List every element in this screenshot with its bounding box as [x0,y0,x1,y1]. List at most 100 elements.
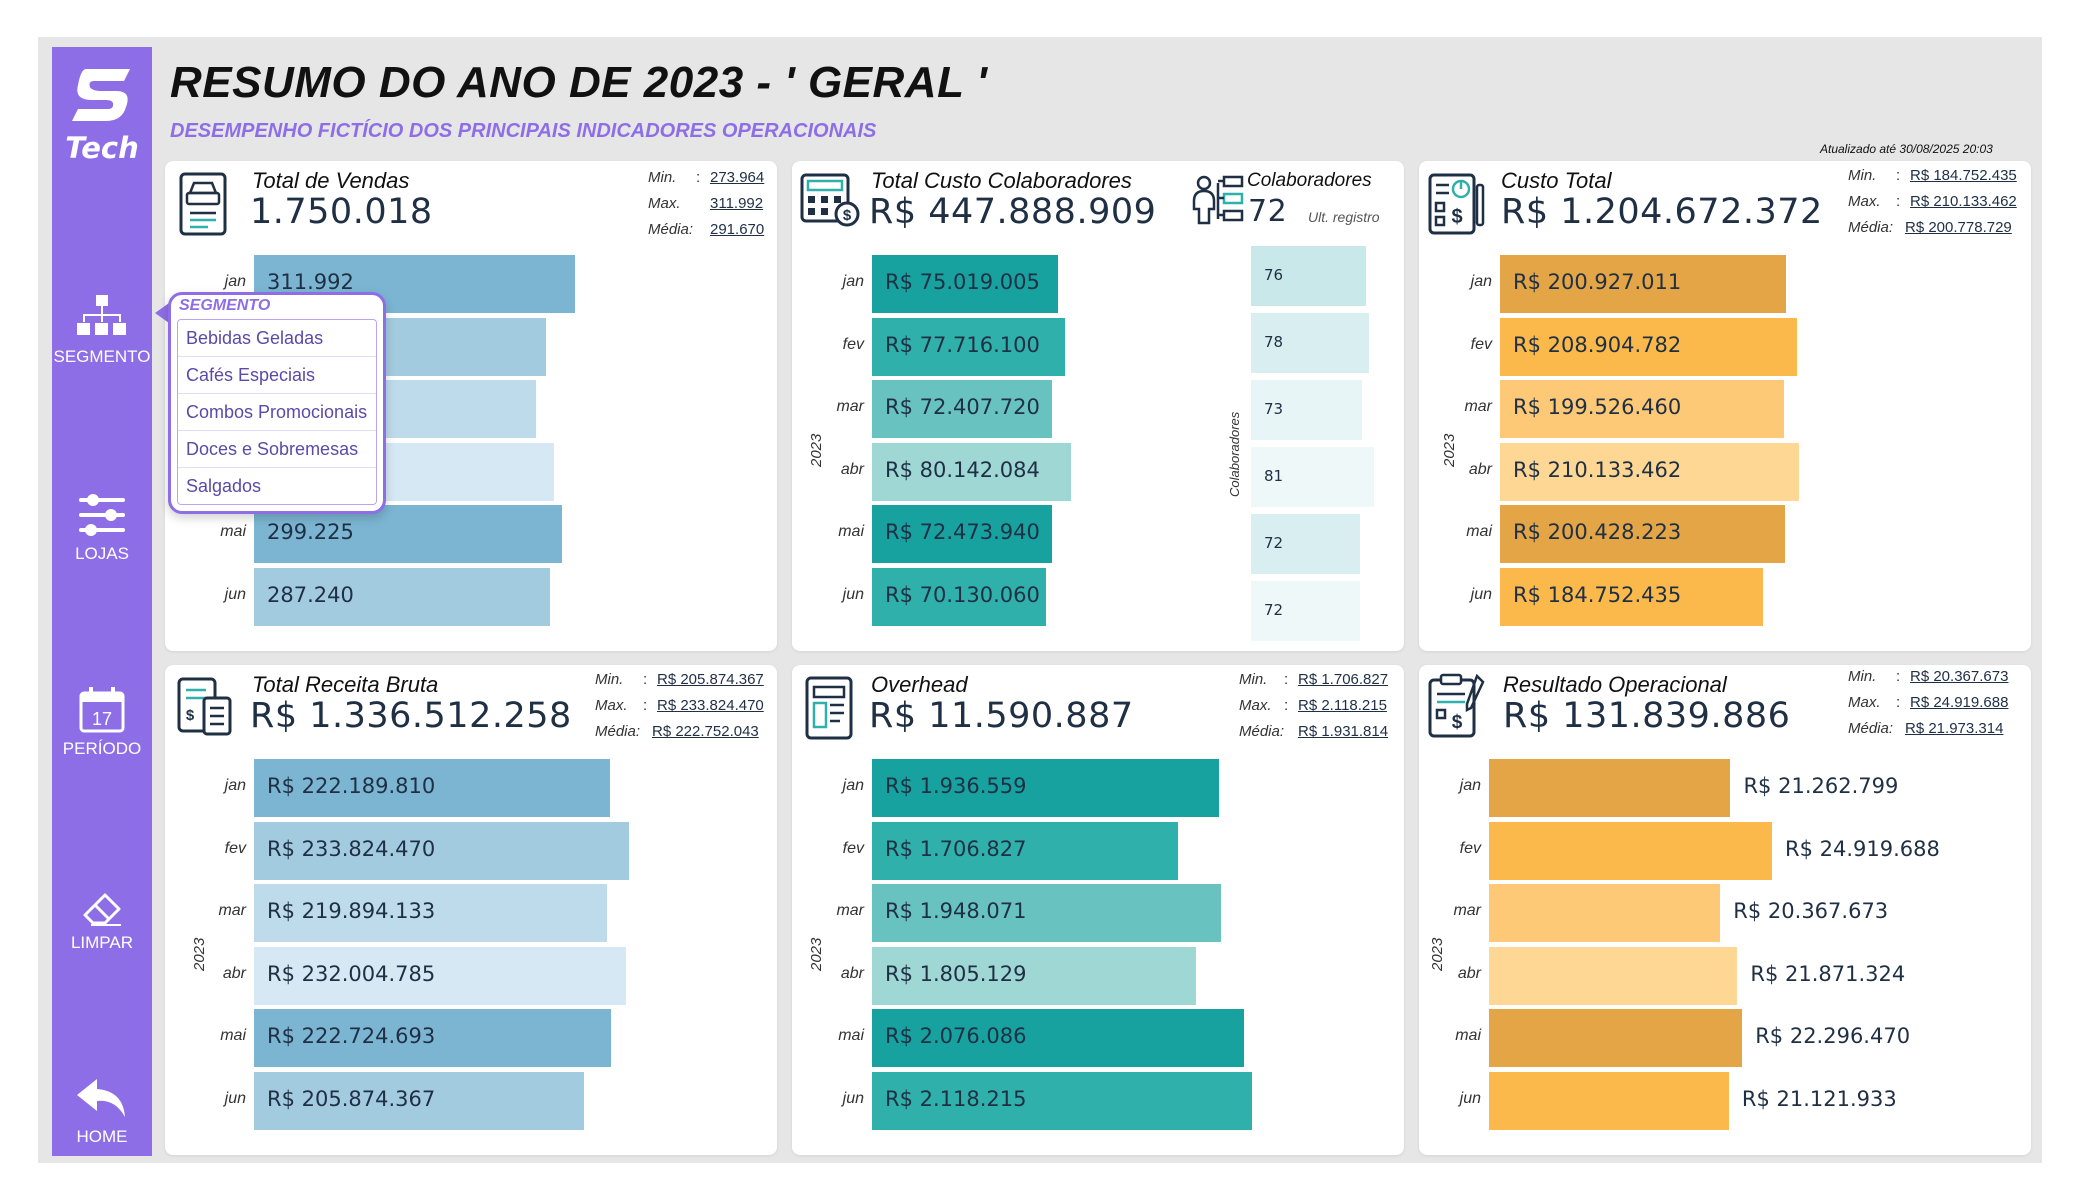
month-label: abr [1457,964,1481,982]
bar[interactable] [872,442,1071,501]
month-label: abr [840,964,864,982]
bar[interactable] [872,567,1047,626]
colaboradores-bar[interactable] [1251,246,1367,306]
bar[interactable] [1500,255,1786,313]
nav-home[interactable]: HOME [52,1077,152,1147]
bar-value-label: R$ 20.367.673 [1733,899,1889,923]
eraser-icon [83,893,121,926]
nav-lojas[interactable]: LOJAS [52,492,152,564]
svg-text:$: $ [186,707,195,724]
segment-option[interactable]: Salgados [186,476,262,496]
month-label: jan [842,777,864,794]
year-axis-label: 2023 [808,433,825,467]
bar[interactable] [1500,380,1784,438]
bar[interactable] [254,821,629,880]
segment-option[interactable]: Doces e Sobremesas [178,431,376,468]
svg-text:$: $ [1452,712,1463,733]
nav-limpar[interactable]: LIMPAR [52,887,152,953]
bar[interactable] [254,759,611,817]
bar[interactable] [872,946,1196,1005]
card-stats: Min.: R$ 1.706.827 Max.: R$ 2.118.215 Médi… [1239,671,1389,740]
bar[interactable] [1489,1071,1729,1130]
colaboradores-bar[interactable] [1251,514,1361,574]
bar[interactable] [872,317,1065,376]
bar[interactable] [1500,567,1763,626]
card-title: Resultado Operacional [1503,672,1727,697]
bar[interactable] [1489,884,1721,942]
colaboradores-title: Colaboradores [1247,170,1372,191]
month-label: jun [842,1089,864,1107]
bar-value-label: R$ 2.118.215 [885,1086,1027,1111]
bar-value-label: R$ 1.706.827 [885,836,1027,861]
sliders-icon [79,494,125,536]
max-value: 311.992 [710,195,764,212]
bar[interactable] [254,567,550,626]
logo-icon [72,69,130,121]
month-label: fev [1459,839,1481,857]
month-label: mai [1466,523,1492,540]
bar-value-label: R$ 200.428.223 [1513,520,1682,544]
colaboradores-note: Ult. registro [1308,209,1380,225]
bar[interactable] [1489,821,1772,880]
bar[interactable] [1500,317,1798,376]
updated-timestamp: Atualizado até 30/08/2025 20:03 [1820,142,1993,156]
month-label: jan [224,777,246,794]
card-value: 1.750.018 [250,192,433,232]
segment-option[interactable]: Bebidas Geladas [178,320,376,357]
colaboradores-bar[interactable] [1251,581,1361,641]
nav-periodo[interactable]: 17 PERÍODO [52,687,152,759]
colaboradores-value: 72 [1248,194,1288,229]
bar[interactable] [254,946,627,1005]
month-label: mai [838,1027,864,1044]
segment-option[interactable]: Combos Promocionais [178,394,376,431]
bar-value-label: R$ 210.133.462 [1513,457,1682,482]
card-stats: Min.: R$ 20.367.673 Max.: R$ 24.919.688 Mé… [1848,668,2009,737]
segment-option[interactable]: Cafés Especiais [178,357,376,394]
bar-value-label: R$ 222.724.693 [267,1024,436,1048]
bar[interactable] [872,759,1220,817]
bar[interactable] [1489,759,1731,817]
min-value: R$ 184.752.435 [1910,167,2017,184]
bar[interactable] [254,1071,585,1130]
bar[interactable] [1500,442,1799,501]
nav-segmento[interactable]: SEGMENTO [52,295,152,367]
bar[interactable] [872,1071,1252,1130]
month-label: mai [220,1027,246,1044]
colaboradores-bar[interactable] [1251,447,1374,507]
bar[interactable] [872,380,1052,438]
month-label: jun [842,585,864,603]
nav-lojas-label: LOJAS [75,544,129,563]
bar[interactable] [1489,1009,1743,1067]
avg-value: R$ 200.778.729 [1905,219,2012,236]
nav-periodo-label: PERÍODO [62,739,142,758]
bar-value-label: R$ 2.076.086 [885,1024,1027,1048]
bar[interactable] [1500,505,1786,563]
month-label: mar [1453,902,1481,919]
bar-value-label: R$ 24.919.688 [1785,836,1940,861]
card-title: Total Custo Colaboradores [871,168,1132,193]
bar[interactable] [1489,946,1738,1005]
org-people-icon [1192,175,1244,225]
card-value: R$ 1.204.672.372 [1501,192,1823,232]
bar[interactable] [254,884,607,942]
colaboradores-bar[interactable] [1251,313,1370,373]
bar-value-label: R$ 21.871.324 [1750,961,1906,986]
bar[interactable] [872,1009,1245,1067]
colaboradores-bar-label: 72 [1264,601,1284,619]
sidebar: Tech SEGMENTO LOJAS [52,47,152,1156]
bar[interactable] [872,505,1052,563]
min-value: 273.964 [710,169,765,186]
bar-value-label: R$ 1.936.559 [885,774,1027,798]
bar[interactable] [254,505,562,563]
result-report-icon: $ [1428,673,1485,738]
bar[interactable] [872,821,1179,880]
month-label: mar [836,902,864,919]
bar[interactable] [872,255,1059,313]
page-title: RESUMO DO ANO DE 2023 - ' GERAL ' [170,58,988,107]
bar-value-label: R$ 208.904.782 [1513,332,1682,357]
car-document-icon [179,172,227,236]
bar[interactable] [872,884,1222,942]
bar[interactable] [254,1009,612,1067]
colaboradores-bar[interactable] [1251,380,1362,440]
svg-text:$: $ [1451,206,1462,228]
